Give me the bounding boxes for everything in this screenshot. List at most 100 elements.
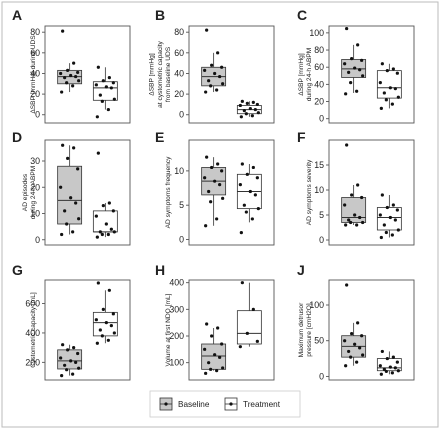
panel-d-box-treatment — [92, 151, 118, 239]
panel-c-ytick-label: 40 — [314, 79, 324, 89]
data-point — [344, 92, 348, 96]
data-point — [256, 111, 260, 115]
panel-f-letter: F — [297, 129, 306, 145]
panel-d-plot-frame — [44, 139, 131, 246]
data-point — [107, 201, 111, 205]
data-point — [393, 87, 397, 91]
data-point — [109, 323, 113, 328]
data-point — [251, 307, 255, 311]
data-point — [215, 369, 219, 373]
box-iqr — [57, 69, 83, 85]
panel-e-letter: E — [155, 129, 164, 145]
data-point — [360, 58, 364, 62]
panel-h-ytick-label: 200 — [169, 331, 184, 341]
data-point — [69, 359, 73, 363]
data-point — [218, 355, 222, 359]
data-point — [59, 71, 63, 76]
panel-f: F AD symptoms severity 0 5 10 15 — [297, 129, 415, 246]
data-point — [213, 353, 217, 357]
box-iqr — [201, 343, 227, 370]
data-point — [391, 355, 395, 359]
data-point — [391, 203, 395, 207]
panel-d-ylabel-line: AD episodes — [22, 173, 29, 211]
data-point — [256, 207, 260, 211]
panel-j-ylabel-line: pressure [cmH2O] — [306, 303, 313, 357]
data-point — [245, 101, 249, 105]
data-point — [106, 232, 110, 237]
data-point — [213, 179, 217, 183]
panel-a-ytick-label: 60 — [30, 48, 40, 58]
panel-c-ytick-label: 20 — [314, 97, 324, 107]
data-point — [393, 366, 397, 370]
data-point — [98, 93, 102, 97]
data-point — [245, 331, 249, 335]
data-point — [378, 364, 382, 368]
data-point — [384, 369, 388, 374]
panel-e-ytick-label: 5 — [179, 200, 184, 210]
data-point — [221, 366, 225, 370]
data-point — [347, 70, 351, 74]
data-point — [210, 63, 214, 67]
data-point — [349, 81, 353, 85]
data-point — [106, 107, 110, 112]
panel-b-ylabel-line: from baseline UDS — [165, 46, 172, 102]
box-iqr — [376, 70, 402, 99]
data-point — [96, 151, 100, 155]
panel-g-box-treatment — [92, 281, 118, 345]
data-point — [378, 81, 382, 85]
panel-h-ylabel-line: Volume at first NDO [mL] — [165, 293, 172, 366]
data-point — [205, 28, 209, 32]
data-point — [345, 283, 349, 287]
data-point — [94, 83, 98, 87]
panel-c-ylabel-line: ΔSBP [mmHg] — [298, 53, 305, 96]
data-point — [358, 215, 362, 220]
data-point — [245, 172, 249, 176]
data-point — [95, 115, 99, 119]
data-point — [349, 355, 353, 359]
data-point — [238, 345, 242, 349]
data-point — [248, 189, 252, 194]
data-point — [204, 371, 208, 375]
data-point — [360, 195, 364, 200]
data-point — [72, 146, 76, 150]
legend-label-baseline: Baseline — [178, 400, 210, 409]
panel-g-plot-frame — [44, 279, 131, 381]
panel-j-box-treatment — [376, 349, 402, 376]
data-point — [59, 185, 63, 189]
data-point — [345, 143, 349, 147]
data-point — [242, 109, 246, 113]
data-point — [396, 369, 400, 373]
data-point — [248, 106, 252, 111]
data-point — [216, 326, 220, 330]
data-point — [251, 100, 255, 104]
data-point — [61, 343, 65, 347]
data-point — [344, 364, 348, 368]
data-point — [396, 228, 400, 232]
data-point — [355, 223, 359, 227]
data-point — [350, 193, 354, 197]
data-point — [385, 69, 389, 73]
data-point — [393, 218, 397, 222]
data-point — [111, 312, 115, 316]
data-point — [76, 351, 80, 356]
data-point — [384, 98, 388, 102]
data-point — [65, 81, 69, 85]
panel-b-ytick-label: 60 — [174, 48, 184, 58]
panel-h-box-treatment — [236, 281, 262, 349]
data-point — [63, 363, 67, 367]
box-iqr — [341, 197, 367, 223]
data-point — [345, 26, 349, 31]
panel-d-ylabel-line: during 24-h ABPM — [30, 166, 37, 220]
data-point — [60, 373, 64, 378]
data-point — [353, 342, 357, 346]
data-point — [101, 79, 105, 83]
legend-swatch-baseline — [159, 397, 173, 411]
data-point — [344, 223, 348, 227]
panel-a-plot-frame — [44, 25, 131, 124]
data-point — [356, 183, 360, 187]
data-point — [96, 65, 100, 69]
panel-e-ytick-label: 0 — [179, 235, 184, 245]
panel-a-letter: A — [12, 7, 22, 23]
panel-g-ylabel-line: Cystometric capacity [mL] — [30, 292, 37, 368]
